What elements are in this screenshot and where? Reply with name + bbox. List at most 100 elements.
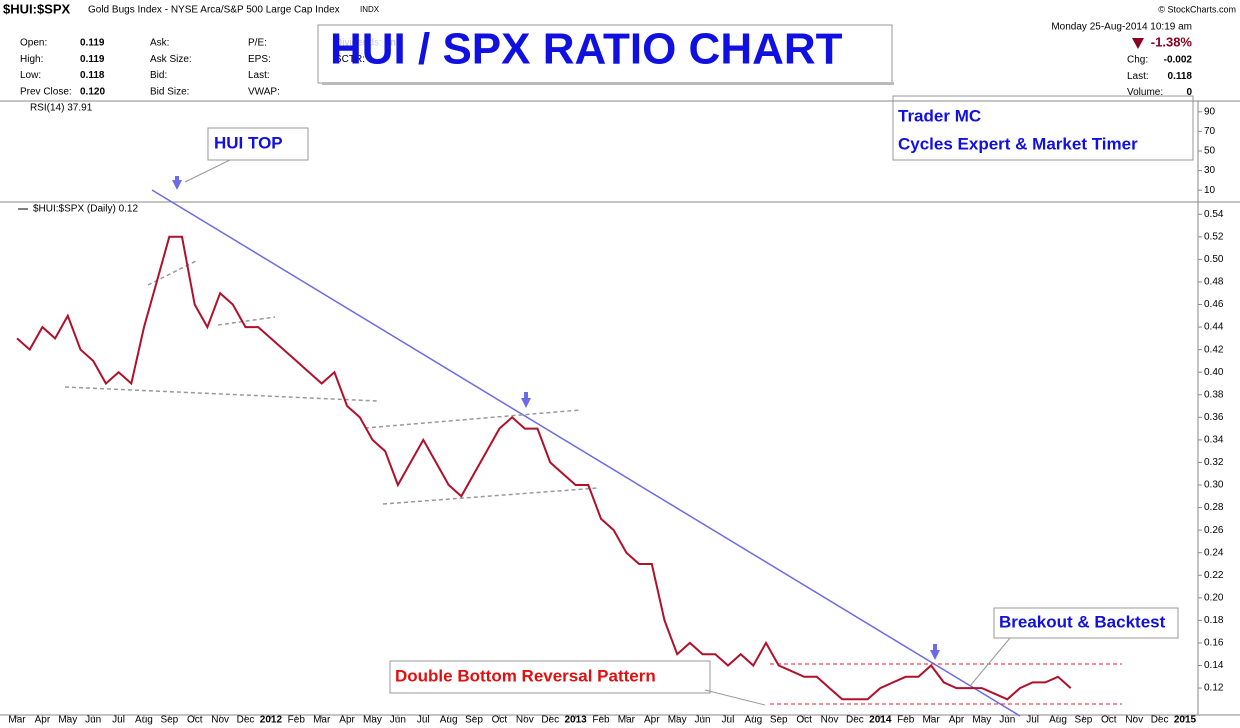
x-tick-label: Jul [112,715,125,726]
y-tick-label: 0.14 [1204,660,1224,671]
x-tick-label: Apr [35,715,51,726]
field-label: Volume: [1127,87,1163,98]
x-tick-label: 2013 [564,715,587,726]
x-tick-label: Dec [237,715,255,726]
y-tick-label: 0.54 [1204,209,1224,220]
support-lines [770,663,1122,705]
annotation: Cycles Expert & Market Timer [898,134,1138,153]
x-tick-label: Oct [492,715,508,726]
y-tick-label: 0.40 [1204,367,1224,378]
x-tick-label: Jul [1026,715,1039,726]
field-label: P/E: [248,38,267,49]
y-tick-label: 0.38 [1204,389,1224,400]
datetime: Monday 25-Aug-2014 10:19 am [1051,22,1192,33]
x-tick-label: Apr [339,715,355,726]
field-label: Ask: [150,38,169,49]
y-tick-label: 0.24 [1204,547,1224,558]
x-tick-label: Mar [618,715,636,726]
field-value: 0.119 [80,38,105,49]
pattern-lines [64,259,599,505]
x-tick-label: May [668,715,687,726]
field-value: -0.002 [1164,55,1193,66]
field-label: High: [20,54,43,65]
x-tick-label: Oct [796,715,812,726]
field-label: Chg: [1127,55,1148,66]
x-tick-label: 2014 [869,715,892,726]
field-label: Low: [20,70,41,81]
x-tick-label: Jun [999,715,1015,726]
y-tick-label: 0.44 [1204,322,1224,333]
field-label: Bid: [150,70,167,81]
callout-pointers [184,159,1011,706]
x-tick-label: Mar [922,715,940,726]
y-tick-label: 0.48 [1204,277,1224,288]
symbol: $HUI:$SPX [3,1,71,16]
annotation: HUI / SPX RATIO CHART [330,25,843,74]
y-tick-label: 0.52 [1204,231,1224,242]
annotation: Breakout & Backtest [999,612,1166,631]
y-tick-label: 0.26 [1204,525,1224,536]
y-tick-label: 0.32 [1204,457,1224,468]
y-tick-label: 0.12 [1204,683,1224,694]
annotation: Trader MC [898,106,981,125]
x-tick-label: Apr [644,715,660,726]
x-tick-label: Oct [187,715,203,726]
x-tick-label: Jun [695,715,711,726]
x-tick-label: May [972,715,991,726]
author-box [892,95,1194,161]
field-label: VWAP: [248,87,280,98]
hui-top-box [207,127,309,161]
x-tick-label: Dec [846,715,864,726]
y-tick-label: 0.20 [1204,592,1224,603]
field-label: EPS: [248,54,271,65]
x-tick-label: 2015 [1174,715,1197,726]
x-tick-label: Mar [313,715,331,726]
field-label: Last: [248,70,270,81]
title-box [317,24,893,84]
series-label: $HUI:$SPX (Daily) 0.12 [33,204,138,215]
x-tick-label: Nov [211,715,229,726]
y-tick-label: 0.42 [1204,344,1224,355]
x-tick-label: Aug [744,715,762,726]
x-tick-label: Sep [770,715,788,726]
down-arrow [1132,38,1144,49]
rsi-tick-label: 10 [1204,185,1216,196]
change-pct: -1.38% [1151,34,1193,49]
x-tick-label: 2012 [260,715,283,726]
arrows [172,176,940,660]
x-tick-label: May [58,715,77,726]
x-tick-label: Nov [821,715,839,726]
x-tick-label: Nov [516,715,534,726]
field-label: Bid Size: [150,87,189,98]
x-tick-label: Dec [1151,715,1169,726]
x-tick-label: Aug [440,715,458,726]
double-bottom-box [389,660,711,694]
y-tick-label: 0.30 [1204,480,1224,491]
y-tick-label: 0.18 [1204,615,1224,626]
copyright: © StockCharts.com [1158,4,1236,14]
x-tick-label: May [363,715,382,726]
x-tick-label: Jun [85,715,101,726]
x-tick-label: Sep [465,715,483,726]
x-tick-label: Jul [417,715,430,726]
rsi-tick-label: 70 [1204,126,1216,137]
field-value: no [390,38,402,49]
annotation: Double Bottom Reversal Pattern [395,666,656,685]
trendline [151,189,1021,717]
price-line [16,235,1072,701]
title-shadow [322,82,894,85]
exchange: INDX [360,5,380,14]
x-tick-label: Feb [288,715,306,726]
rsi-tick-label: 90 [1204,106,1216,117]
description: Gold Bugs Index - NYSE Arca/S&P 500 Larg… [88,5,340,16]
field-label: Prev Close: [20,87,72,98]
y-tick-label: 0.16 [1204,638,1224,649]
x-tick-label: Jul [722,715,735,726]
rsi-label: RSI(14) 37.91 [30,103,93,114]
x-tick-label: Aug [1049,715,1067,726]
rsi-tick-label: 30 [1204,165,1216,176]
rsi-tick-label: 50 [1204,146,1216,157]
field-value: 0.120 [80,87,105,98]
